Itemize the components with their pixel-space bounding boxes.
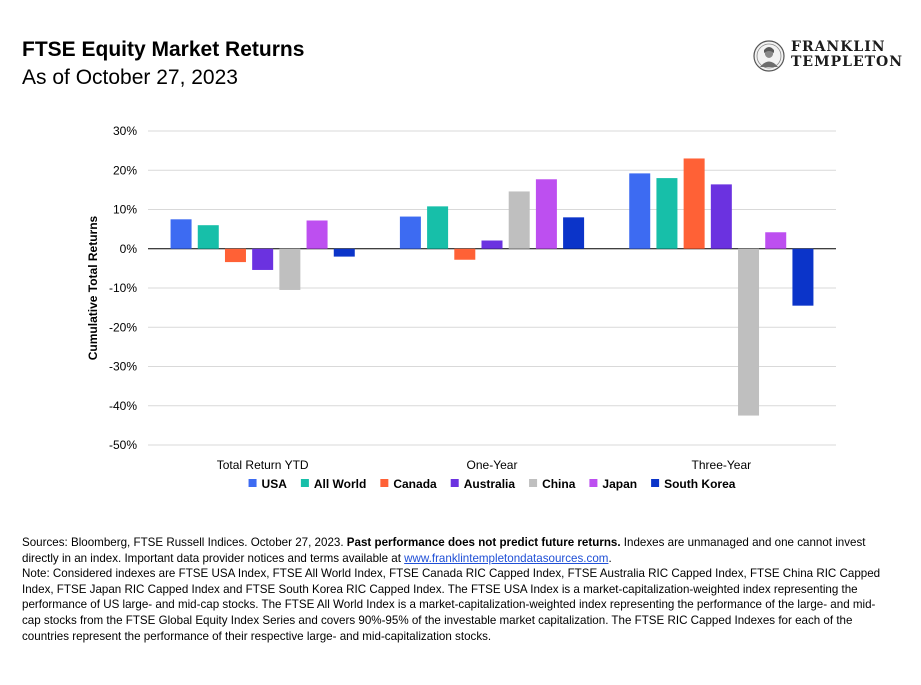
bar [333,248,355,257]
bar [279,248,301,290]
y-tick-label: -30% [109,360,137,374]
x-category-label: Total Return YTD [217,458,309,472]
legend-label: Japan [602,477,637,491]
y-tick-label: 20% [113,163,137,177]
y-tick-label: -40% [109,399,137,413]
bar [656,178,678,249]
legend-label: All World [314,477,366,491]
bar [399,216,421,249]
bar [224,248,246,263]
legend-swatch [248,479,257,487]
index-definitions-note: Note: Considered indexes are FTSE USA In… [22,567,881,643]
returns-bar-chart: 30% 20% 10% 0% -10% -20% -30% -40% -50% Cumulativ… [86,124,836,491]
bar [535,179,557,249]
legend-swatch [450,479,459,487]
data-sources-link[interactable]: www.franklintempletondatasources.com [404,551,609,565]
bar [765,232,787,249]
legend-label: Australia [464,477,516,491]
franklin-templeton-logo: FRANKLIN TEMPLETON [753,40,903,74]
y-tick-label: -50% [109,438,137,452]
legend-swatch [300,479,309,487]
legend-swatch [651,479,660,487]
bar [454,248,476,260]
sources-text-a: Sources: Bloomberg, FTSE Russell Indices… [22,536,347,549]
sources-note: Sources: Bloomberg, FTSE Russell Indices… [22,535,892,566]
legend-swatch [589,479,598,487]
logo-line-2: TEMPLETON [791,54,904,70]
portrait-seal-icon [753,40,785,72]
legend-swatch [529,479,538,487]
y-tick-label: -20% [109,320,137,334]
footnotes: Sources: Bloomberg, FTSE Russell Indices… [22,535,892,644]
bar [683,158,705,249]
bar [629,173,651,249]
bar [481,240,503,249]
bar [306,220,328,249]
bar [252,248,274,270]
y-axis-label: Cumulative Total Returns [86,215,100,360]
bar [792,248,814,306]
page-title: FTSE Equity Market Returns [22,38,305,61]
bar [738,248,760,416]
sources-text-c: . [608,551,612,565]
logo-wordmark: FRANKLIN TEMPLETON [791,40,903,70]
x-category-label: Three-Year [692,458,752,472]
bar [170,219,192,249]
legend-label: Canada [393,477,437,491]
y-tick-label: 0% [120,242,138,256]
y-tick-label: 30% [113,124,137,138]
legend-label: China [542,477,576,491]
bar [427,206,449,249]
logo-line-1: FRANKLIN [791,39,886,55]
legend-swatch [380,479,389,487]
legend-label: South Korea [664,477,736,491]
bar [710,184,732,249]
x-category-label: One-Year [467,458,518,472]
legend-label: USA [262,477,288,491]
past-performance-disclaimer: Past performance does not predict future… [346,536,621,549]
y-tick-label: 10% [113,203,137,217]
bar [508,191,530,249]
y-tick-label: -10% [109,281,137,295]
page-subtitle: As of October 27, 2023 [22,66,238,89]
sources-text-b: Indexes are unmanaged and one cannot inv… [22,536,866,565]
bar [197,225,219,249]
bar [563,217,585,249]
